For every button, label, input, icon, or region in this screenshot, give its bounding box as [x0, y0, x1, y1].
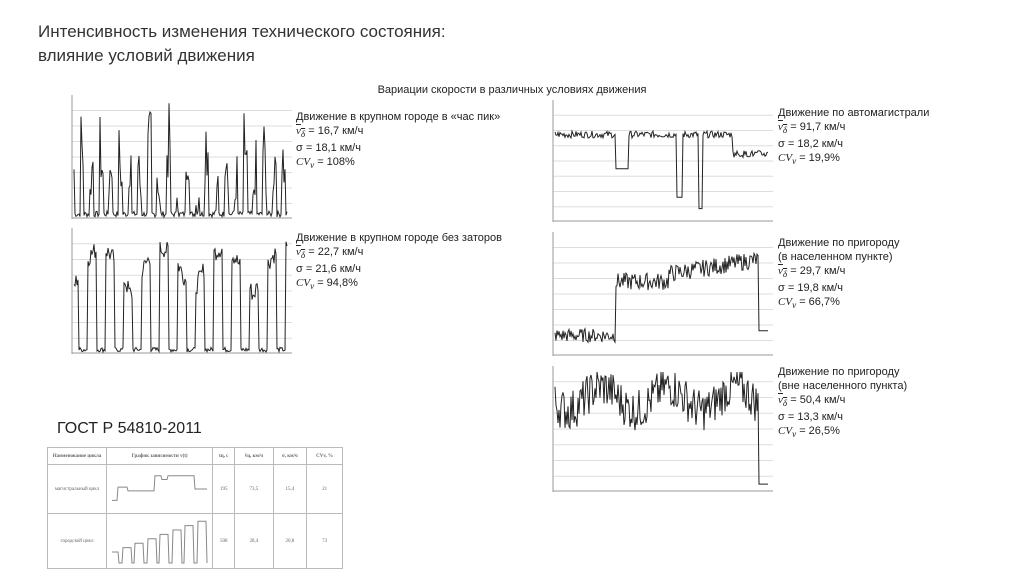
- cell-cv: 21: [306, 464, 343, 514]
- slide-title: Интенсивность изменения технического сос…: [38, 20, 446, 68]
- cell-sigma: 15,4: [272, 464, 308, 514]
- stats-sigma: σ = 18,1 км/ч: [296, 142, 361, 155]
- table-row: магистральный цикл 195 73,5 15,4 21: [47, 464, 343, 514]
- speed-trace: [554, 251, 768, 344]
- gost-heading: ГОСТ Р 54810-2011: [57, 420, 202, 437]
- stats-mean: vδ = 50,4 км/ч: [778, 394, 846, 409]
- cell-v: 73,5: [234, 464, 274, 514]
- stats-heading: Движение в крупном городе в «час пик»: [296, 111, 501, 123]
- stats-city-peak: Движение в крупном городе в «час пик» vδ…: [296, 110, 500, 172]
- stats-suburb-out: Движение по пригороду (вне населенного п…: [778, 365, 907, 441]
- stats-cv: CVv = 66,7%: [778, 296, 840, 311]
- cell-sigma: 20,8: [272, 513, 308, 569]
- chart-city-free: [70, 228, 292, 354]
- cell-graph: [105, 464, 214, 514]
- stats-city-free: Движение в крупном городе без заторов vδ…: [296, 231, 502, 293]
- stats-mean: vδ = 16,7 км/ч: [296, 125, 364, 140]
- chart-suburb-in: [551, 232, 773, 356]
- cell-cv: 73: [306, 513, 343, 569]
- stats-heading-2: (в населенном пункте): [778, 251, 893, 263]
- stats-cv: CVv = 19,9%: [778, 152, 840, 167]
- stats-heading-2: (вне населенного пункта): [778, 380, 908, 392]
- header-sigma: σ, км/ч: [272, 447, 308, 465]
- stats-highway: Движение по автомагистрали vδ = 91,7 км/…: [778, 106, 929, 168]
- stats-heading: Движение по пригороду: [778, 237, 900, 249]
- stats-heading: Движение по пригороду: [778, 366, 900, 378]
- table-row: городской цикл 508 28,4 20,8 73: [47, 513, 343, 569]
- title-line-1: Интенсивность изменения технического сос…: [38, 22, 446, 41]
- stats-suburb-in: Движение по пригороду (в населенном пунк…: [778, 236, 899, 312]
- speed-trace: [73, 241, 288, 354]
- header-cv: CVv, %: [306, 447, 343, 465]
- stats-heading: Движение по автомагистрали: [778, 107, 930, 119]
- table-header-row: Наименование цикла График зависимости v(…: [47, 447, 343, 465]
- title-line-2: влияние условий движения: [38, 46, 255, 65]
- header-t: tц, с: [212, 447, 236, 465]
- stats-heading: Движение в крупном городе без заторов: [296, 232, 502, 244]
- cycle-trace: [111, 520, 208, 564]
- cell-graph: [105, 513, 214, 569]
- stats-sigma: σ = 13,3 км/ч: [778, 411, 843, 424]
- speed-trace: [73, 103, 288, 219]
- stats-cv: CVv = 108%: [296, 156, 355, 171]
- chart-city-peak: [70, 95, 292, 219]
- stats-cv: CVv = 26,5%: [778, 425, 840, 440]
- stats-sigma: σ = 21,6 км/ч: [296, 263, 361, 276]
- stats-sigma: σ = 19,8 км/ч: [778, 282, 843, 295]
- cell-name: городской цикл: [47, 513, 107, 569]
- speed-trace: [554, 129, 769, 210]
- stats-mean: vδ = 29,7 км/ч: [778, 265, 846, 280]
- stats-sigma: σ = 18,2 км/ч: [778, 138, 843, 151]
- cycle-trace: [111, 475, 207, 501]
- header-name: Наименование цикла: [47, 447, 107, 465]
- cycle-table: Наименование цикла График зависимости v(…: [47, 447, 343, 569]
- subtitle: Вариации скорости в различных условиях д…: [377, 84, 647, 96]
- stats-mean: vδ = 22,7 км/ч: [296, 246, 364, 261]
- stats-cv: CVv = 94,8%: [296, 277, 358, 292]
- cell-v: 28,4: [234, 513, 274, 569]
- header-v: v̄ц, км/ч: [234, 447, 274, 465]
- cell-t: 195: [212, 464, 236, 514]
- chart-suburb-out: [551, 366, 773, 492]
- header-graph: График зависимости v(t): [105, 447, 214, 465]
- chart-highway: [551, 100, 773, 222]
- cell-t: 508: [212, 513, 236, 569]
- stats-mean: vδ = 91,7 км/ч: [778, 121, 846, 136]
- speed-trace: [554, 371, 768, 485]
- cell-name: магистральный цикл: [47, 464, 107, 514]
